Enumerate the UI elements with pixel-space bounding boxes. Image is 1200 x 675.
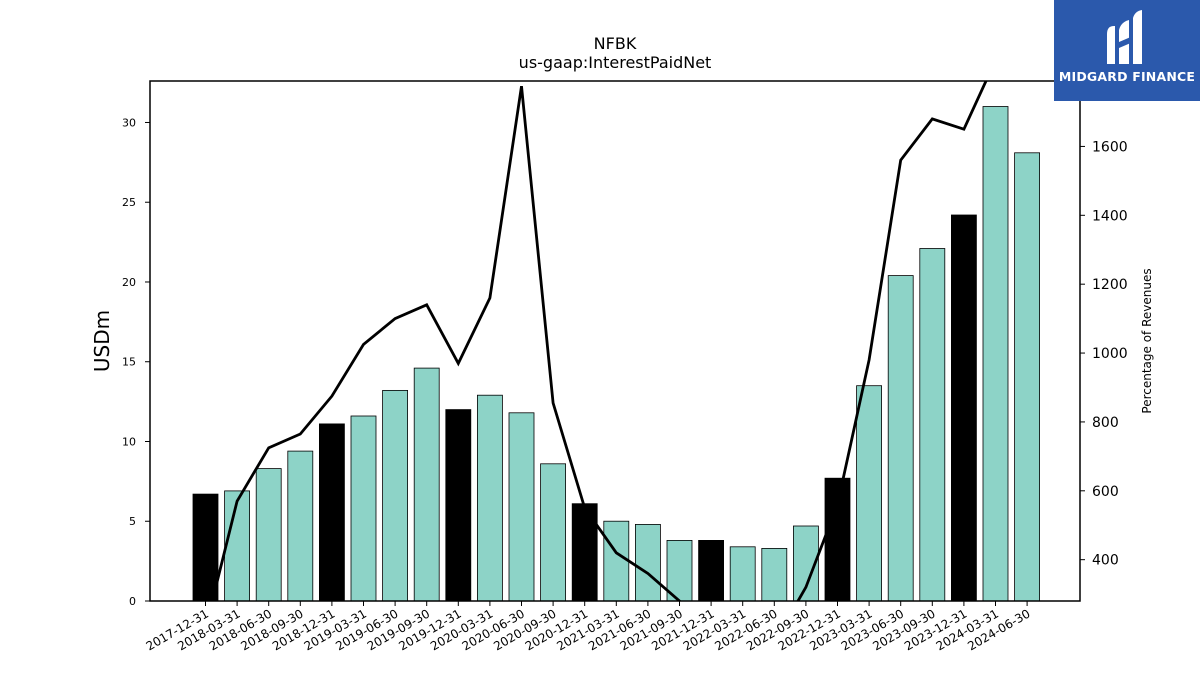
bar-series <box>192 106 1040 601</box>
bar-2018-03-31 <box>224 490 251 601</box>
x-axis: 2017-12-312018-03-312018-06-302018-09-30… <box>144 601 1033 653</box>
bar-2022-06-30 <box>761 548 788 601</box>
bar-2019-03-31 <box>350 415 377 601</box>
bar-2021-12-31 <box>698 540 724 601</box>
midgard-logo-icon <box>1107 10 1142 64</box>
bar-2024-06-30 <box>1014 152 1040 601</box>
chart-subtitle: us-gaap:InterestPaidNet <box>519 53 712 72</box>
right-tick-label: 800 <box>1092 415 1119 431</box>
bar-2023-06-30 <box>887 275 914 601</box>
chart-title: NFBK <box>594 34 637 53</box>
bar-2018-06-30 <box>255 468 282 601</box>
left-tick-label: 10 <box>122 435 136 448</box>
bar-2021-09-30 <box>666 540 693 601</box>
bar-2023-12-31 <box>951 214 977 601</box>
bar-2018-09-30 <box>287 450 314 601</box>
left-tick-label: 5 <box>129 515 136 528</box>
bar-2020-06-30 <box>508 412 535 601</box>
bar-2021-03-31 <box>603 520 630 601</box>
percentage-of-revenues-line <box>210 81 988 601</box>
bar-2021-06-30 <box>635 524 661 601</box>
bar-2024-03-31 <box>982 106 1009 601</box>
bar-2017-12-31 <box>192 493 219 601</box>
right-axis: 400 600 800 1000 1200 1400 1600 <box>1080 139 1128 569</box>
bar-2020-03-31 <box>476 394 503 601</box>
y-axis-label-left: USDm <box>90 310 114 372</box>
left-tick-label: 25 <box>122 196 136 209</box>
bar-2019-12-31 <box>445 409 472 601</box>
right-tick-label: 600 <box>1092 484 1119 500</box>
left-tick-label: 0 <box>129 595 136 608</box>
bar-2019-09-30 <box>413 367 440 601</box>
y-axis-label-right: Percentage of Revenues <box>1140 268 1154 413</box>
right-tick-label: 1000 <box>1092 346 1128 362</box>
logo-text: MIDGARD FINANCE <box>1058 69 1196 84</box>
right-tick-label: 1400 <box>1092 208 1128 224</box>
bar-2023-03-31 <box>856 385 882 601</box>
plot-frame <box>149 80 1081 602</box>
bar-2022-12-31 <box>824 477 851 601</box>
bar-2023-09-30 <box>919 248 946 601</box>
bar-2019-06-30 <box>382 389 409 601</box>
left-tick-label: 20 <box>122 276 136 289</box>
bar-2018-12-31 <box>318 423 345 601</box>
right-tick-label: 1200 <box>1092 277 1128 293</box>
left-axis: 0 5 10 15 20 25 30 <box>122 116 150 608</box>
line-series <box>210 81 988 601</box>
left-tick-label: 15 <box>122 356 136 369</box>
bar-2020-09-30 <box>540 463 566 601</box>
right-tick-label: 1600 <box>1092 139 1128 155</box>
right-tick-label: 400 <box>1092 553 1119 569</box>
brand-logo: MIDGARD FINANCE <box>1054 0 1200 101</box>
bar-2022-03-31 <box>729 546 756 601</box>
left-tick-label: 30 <box>122 116 136 129</box>
